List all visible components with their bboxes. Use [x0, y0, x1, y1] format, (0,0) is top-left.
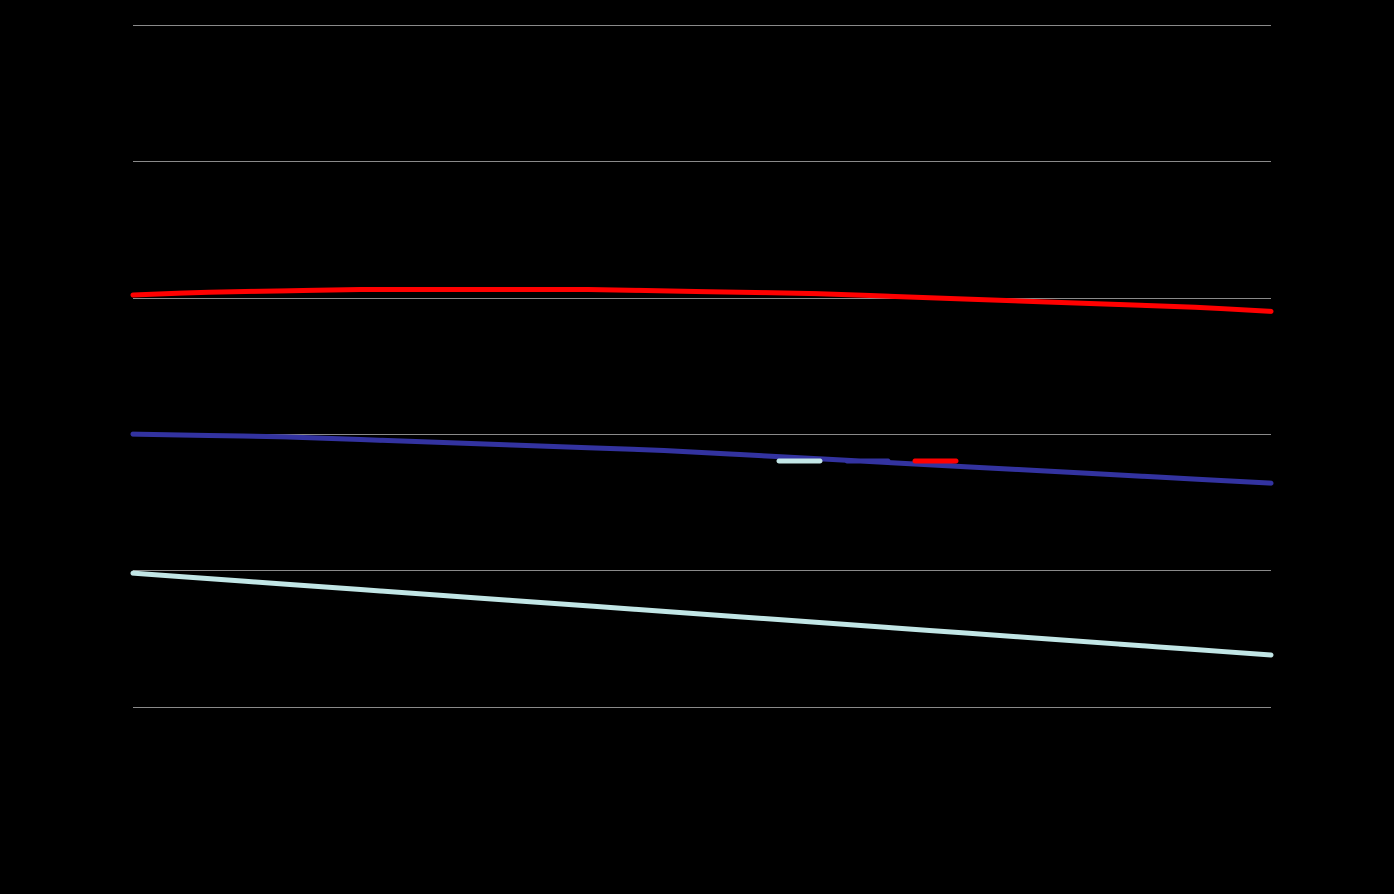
- series-line-2: [130, 431, 1274, 486]
- series-line-1: [130, 570, 1274, 658]
- gridlines: [133, 25, 1271, 708]
- series-lines: [130, 286, 1274, 658]
- series-line-3: [130, 286, 1274, 314]
